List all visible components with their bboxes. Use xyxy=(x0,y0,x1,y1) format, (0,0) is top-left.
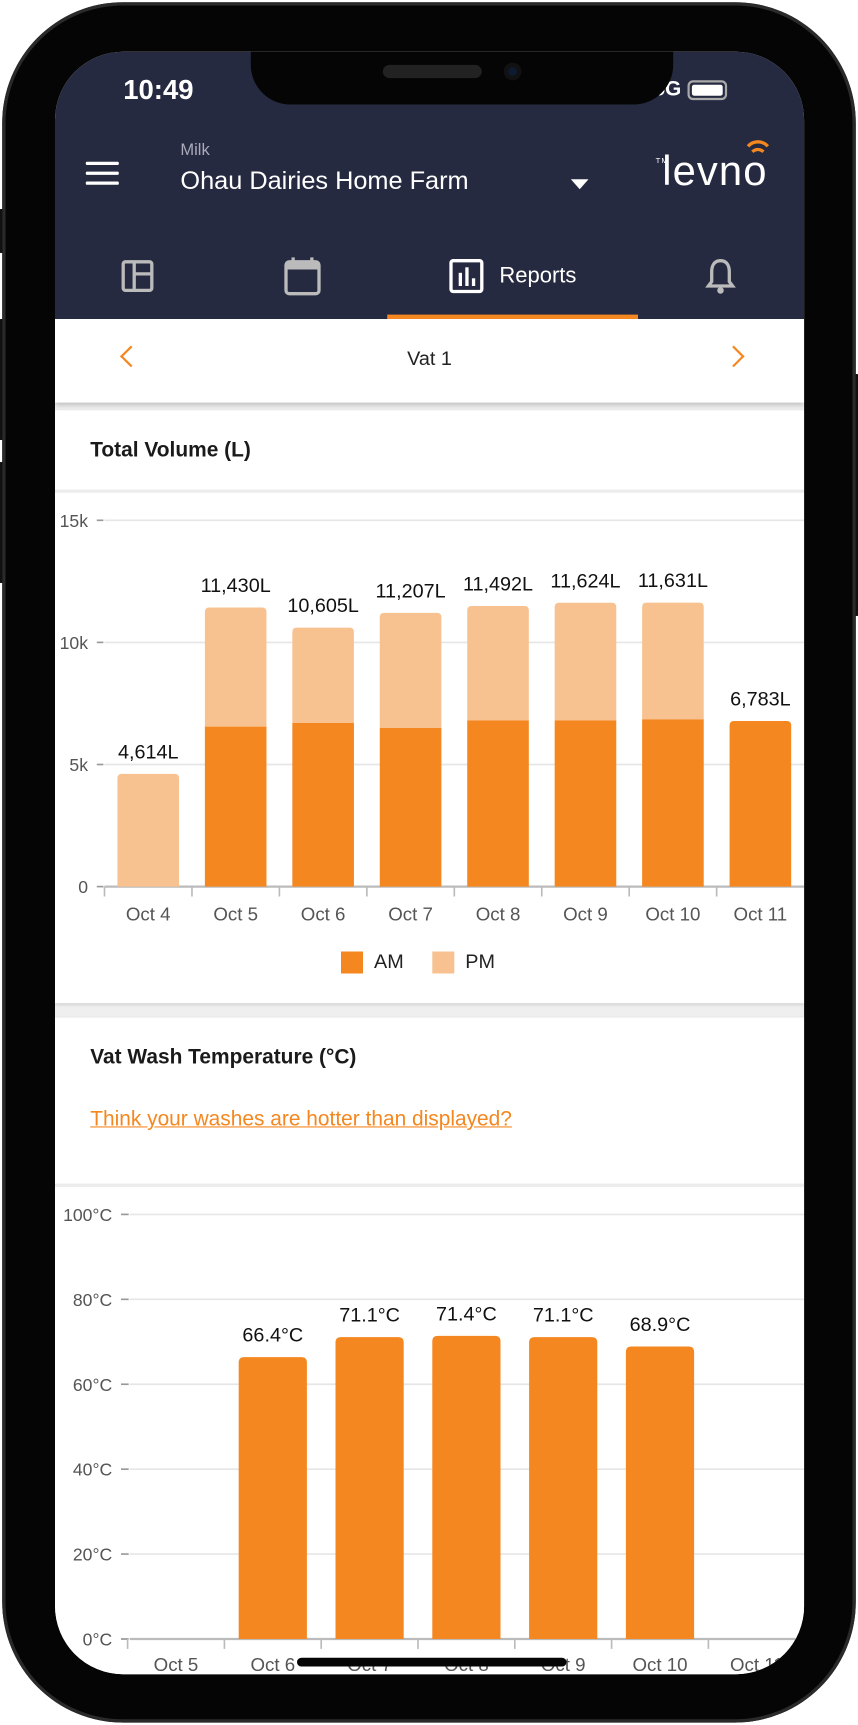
legend-label-am: AM xyxy=(374,950,404,973)
temperature-card: Vat Wash Temperature (°C) Think your was… xyxy=(55,1017,805,1675)
home-indicator xyxy=(297,1657,567,1667)
x-tick-label: Oct 7 xyxy=(388,904,433,925)
data-label: 11,624L xyxy=(550,570,620,592)
temperature-card-title: Vat Wash Temperature (°C) xyxy=(90,1046,357,1070)
y-tick-label: 40°C xyxy=(73,1460,113,1480)
data-label: 11,430L xyxy=(201,575,271,597)
temperature-bar xyxy=(432,1335,501,1639)
layout-icon xyxy=(121,260,154,293)
temperature-bar xyxy=(335,1337,404,1639)
bar-am xyxy=(204,726,267,887)
legend-swatch-am xyxy=(341,950,363,973)
farm-category: Milk xyxy=(180,140,210,160)
tab-reports[interactable]: Reports xyxy=(387,233,638,319)
data-label: 6,783L xyxy=(730,689,791,711)
bar-am xyxy=(292,722,354,887)
data-label: 71.4°C xyxy=(436,1303,497,1325)
x-tick-label: Oct 5 xyxy=(213,904,258,925)
y-tick-label: 60°C xyxy=(73,1375,113,1395)
bar-am xyxy=(729,720,792,887)
levno-logo: TM levno xyxy=(656,140,769,196)
bar-pm xyxy=(204,607,267,727)
temperature-bar xyxy=(625,1346,695,1639)
legend-label-pm: PM xyxy=(465,950,495,973)
y-tick-label: 5k xyxy=(69,755,88,775)
temperature-bar xyxy=(238,1357,307,1639)
tab-alerts[interactable] xyxy=(671,233,770,319)
bar-pm xyxy=(467,605,529,721)
y-tick-label: 0°C xyxy=(83,1630,113,1650)
bar-am xyxy=(379,727,442,887)
volume-card-title: Total Volume (L) xyxy=(90,438,251,462)
x-tick-label: Oct 11 xyxy=(734,904,788,925)
data-label: 4,614L xyxy=(118,742,179,764)
x-tick-label: Oct 6 xyxy=(301,904,346,925)
tab-calendar[interactable] xyxy=(253,233,352,319)
legend-swatch-pm xyxy=(432,950,455,973)
data-label: 10,605L xyxy=(287,595,359,617)
divider xyxy=(55,489,805,493)
y-tick-label: 15k xyxy=(60,511,89,531)
bar-am xyxy=(642,719,704,887)
volume-legend: AM PM xyxy=(341,950,495,973)
x-tick-label: Oct 6 xyxy=(250,1654,295,1674)
x-tick-label: Oct 11 xyxy=(730,1654,784,1674)
farm-selector[interactable]: Ohau Dairies Home Farm xyxy=(180,166,469,195)
status-time: 10:49 xyxy=(123,74,194,106)
x-tick-label: Oct 10 xyxy=(632,1654,687,1674)
bar-pm xyxy=(292,627,354,723)
y-tick-label: 80°C xyxy=(73,1290,113,1310)
bar-pm xyxy=(554,602,617,721)
tab-dashboard[interactable] xyxy=(88,233,187,319)
hotter-washes-link[interactable]: Think your washes are hotter than displa… xyxy=(90,1107,512,1131)
volume-chart: 0 5k 10k 15k 4,614L Oct 4 11,430L Oct 5 10,605L O… xyxy=(60,511,805,925)
calendar-icon xyxy=(284,257,321,296)
vat-title: Vat 1 xyxy=(407,347,452,370)
divider xyxy=(55,1183,805,1187)
bar-am xyxy=(554,720,617,887)
active-tab-indicator xyxy=(387,314,638,319)
bell-icon xyxy=(705,259,736,294)
data-label: 71.1°C xyxy=(339,1305,400,1327)
x-tick-label: Oct 4 xyxy=(126,904,171,925)
y-tick-label: 100°C xyxy=(63,1205,112,1225)
camera-icon xyxy=(503,62,522,81)
menu-icon[interactable] xyxy=(85,161,119,186)
data-label: 68.9°C xyxy=(630,1314,691,1336)
chevron-down-icon[interactable] xyxy=(570,179,589,190)
bar-pm xyxy=(642,602,704,720)
data-label: 11,631L xyxy=(638,570,708,592)
temperature-bar xyxy=(529,1337,598,1639)
data-label: 11,207L xyxy=(376,581,446,603)
x-tick-label: Oct 9 xyxy=(563,904,608,925)
y-tick-label: 20°C xyxy=(73,1545,113,1565)
screen: 10:49 5G Milk Ohau Dairies Home Farm TM l… xyxy=(55,51,805,1675)
y-tick-label: 10k xyxy=(60,633,89,653)
data-label: 11,492L xyxy=(463,574,533,596)
vat-selector: Vat 1 xyxy=(55,319,805,403)
tab-reports-label: Reports xyxy=(499,263,577,288)
bar-pm xyxy=(379,612,442,728)
temperature-chart: 0°C 20°C 40°C 60°C 80°C 100°C Oct 5 66.4°C Oct 6… xyxy=(63,1205,805,1674)
x-tick-label: Oct 8 xyxy=(476,904,521,925)
bar-pm xyxy=(117,773,180,887)
nav-tabs: Reports xyxy=(55,233,804,319)
bar-am xyxy=(467,720,529,887)
x-tick-label: Oct 10 xyxy=(645,904,700,925)
x-tick-label: Oct 5 xyxy=(154,1654,199,1674)
y-tick-label: 0 xyxy=(78,877,88,897)
data-label: 71.1°C xyxy=(533,1305,594,1327)
data-label: 66.4°C xyxy=(242,1325,303,1347)
notch xyxy=(250,51,674,105)
battery-icon xyxy=(687,80,728,101)
bar-chart-icon xyxy=(449,259,484,294)
